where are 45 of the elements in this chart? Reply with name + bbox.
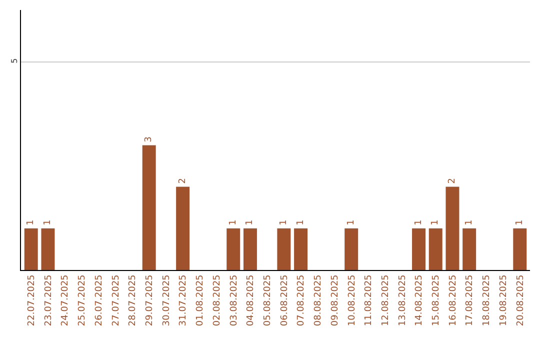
data-label: 1 [414, 220, 424, 226]
data-label: 1 [296, 220, 306, 226]
x-tick-label: 17.08.2025 [465, 274, 476, 326]
x-tick-label: 12.08.2025 [380, 274, 391, 326]
x-tick-label: 03.08.2025 [229, 274, 240, 326]
data-label: 1 [346, 220, 356, 226]
x-tick-label: 28.07.2025 [128, 274, 138, 326]
x-tick-label: 31.07.2025 [178, 274, 189, 326]
x-tick-label: 23.07.2025 [44, 274, 54, 326]
data-label: 3 [144, 136, 154, 142]
x-tick-label: 30.07.2025 [162, 274, 172, 326]
data-label: 1 [228, 220, 238, 226]
x-tick-label: 09.08.2025 [330, 274, 340, 326]
data-label: 1 [278, 220, 289, 226]
data-label: 1 [42, 220, 53, 226]
y-tick-label: 5 [10, 58, 19, 64]
x-tick-label: 15.08.2025 [432, 274, 442, 326]
x-tick-label: 20.08.2025 [516, 274, 526, 326]
x-tick-label: 08.08.2025 [314, 274, 324, 326]
x-tick-label: 05.08.2025 [262, 274, 273, 326]
x-tick-label: 13.08.2025 [398, 274, 408, 326]
data-label: 1 [464, 220, 474, 226]
data-label: 1 [430, 220, 441, 226]
x-tick-label: 14.08.2025 [414, 274, 425, 326]
x-tick-label: 25.07.2025 [78, 274, 88, 326]
x-tick-label: 29.07.2025 [145, 274, 156, 326]
x-tick-label: 02.08.2025 [212, 274, 222, 326]
x-tick-label: 16.08.2025 [448, 274, 458, 326]
data-label: 1 [26, 220, 36, 226]
x-tick-label: 04.08.2025 [246, 274, 256, 326]
x-tick-label: 18.08.2025 [482, 274, 492, 326]
data-label: 1 [245, 220, 256, 226]
x-tick-label: 24.07.2025 [60, 274, 71, 326]
x-tick-label: 19.08.2025 [498, 274, 509, 326]
x-tick-label: 10.08.2025 [347, 274, 358, 326]
x-tick-label: 11.08.2025 [364, 274, 374, 326]
x-tick-label: 07.08.2025 [296, 274, 307, 326]
x-tick-label: 22.07.2025 [27, 274, 38, 326]
data-label: 2 [178, 178, 188, 184]
data-label: 2 [447, 178, 458, 184]
x-tick-label: 27.07.2025 [111, 274, 122, 326]
x-tick-label: 06.08.2025 [280, 274, 290, 326]
data-label: 1 [514, 220, 525, 226]
x-tick-label: 26.07.2025 [94, 274, 104, 326]
x-tick-label: 01.08.2025 [196, 274, 206, 326]
